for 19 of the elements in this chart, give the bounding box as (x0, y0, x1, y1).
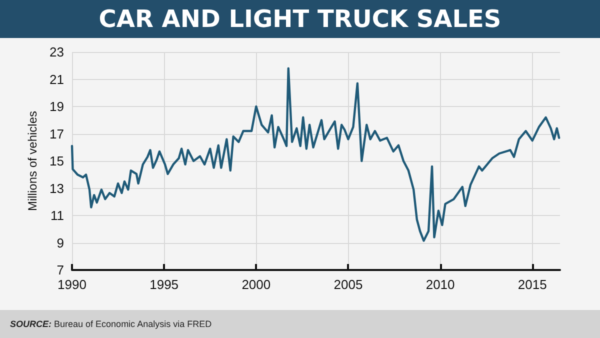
line-series (70, 67, 560, 242)
y-tick-label: 9 (56, 235, 64, 250)
y-tick-label: 23 (50, 44, 64, 60)
x-tick-label: 2005 (334, 277, 363, 292)
y-tick-label: 7 (56, 262, 64, 278)
x-tick-label: 2010 (426, 277, 455, 292)
x-tick-label: 1995 (150, 277, 179, 292)
y-tick-label: 11 (50, 208, 64, 223)
y-tick-label: 15 (50, 154, 64, 168)
y-axis-title: Millions of vehicles (26, 110, 40, 212)
y-tick-label: 17 (50, 126, 64, 142)
x-tick-label: 2015 (518, 277, 547, 292)
y-tick-label: 13 (50, 180, 64, 196)
y-tick-label: 21 (50, 72, 64, 87)
x-tick-label: 2000 (242, 277, 271, 292)
x-tick-label: 1990 (58, 277, 86, 292)
chart-title: CAR AND LIGHT TRUCK SALES (0, 0, 600, 38)
source-note: SOURCE: Bureau of Economic Analysis via FRED (0, 310, 600, 338)
y-tick-label: 19 (50, 99, 64, 114)
